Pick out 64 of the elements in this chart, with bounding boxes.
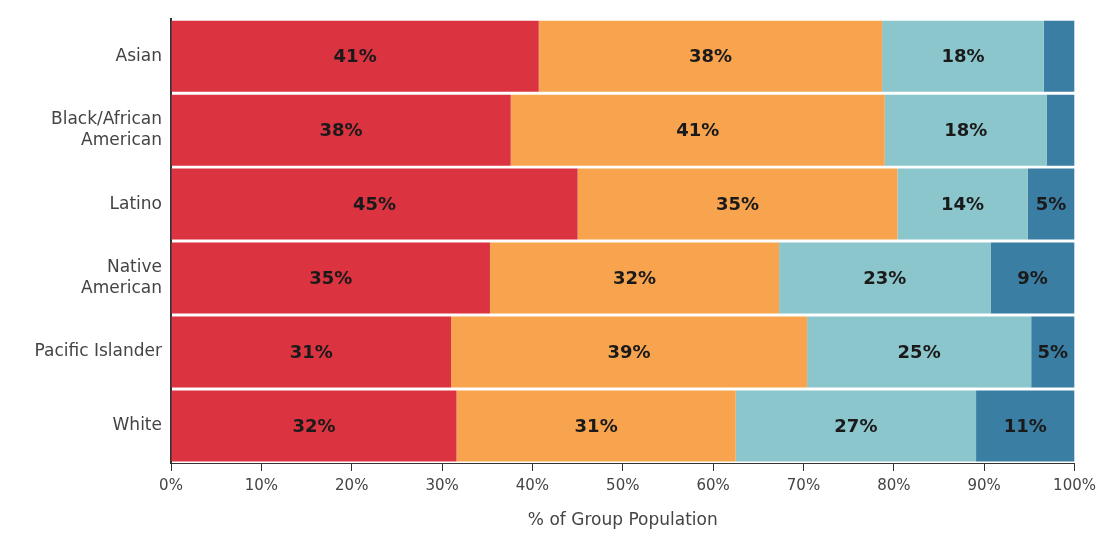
bar bbox=[990, 242, 1075, 314]
x-tick-label: 10% bbox=[244, 475, 279, 494]
data-label: 9% bbox=[1017, 266, 1048, 288]
data-label: 18% bbox=[941, 44, 985, 66]
bar bbox=[1031, 316, 1075, 388]
bar bbox=[510, 94, 885, 166]
bar bbox=[779, 242, 991, 314]
bar bbox=[171, 390, 457, 462]
bar bbox=[735, 390, 977, 462]
data-label: 31% bbox=[574, 414, 618, 436]
data-label: 32% bbox=[292, 414, 336, 436]
x-tick-label: 90% bbox=[967, 475, 1001, 494]
data-label: 5% bbox=[1037, 340, 1069, 362]
y-tick-label: Pacific Islander bbox=[34, 340, 162, 361]
bar bbox=[171, 20, 539, 92]
bar bbox=[1027, 168, 1075, 240]
x-tick-label: 100% bbox=[1053, 475, 1096, 494]
y-tick-label: White bbox=[112, 414, 162, 435]
data-label: 35% bbox=[309, 266, 353, 288]
data-label: 41% bbox=[676, 118, 720, 140]
data-label: 23% bbox=[863, 266, 907, 288]
x-tick-label: 60% bbox=[696, 475, 730, 494]
bar bbox=[1043, 20, 1075, 92]
x-tick-label: 0% bbox=[159, 475, 183, 494]
data-label: 5% bbox=[1035, 192, 1067, 214]
data-label: 11% bbox=[1003, 414, 1047, 436]
data-label: 31% bbox=[289, 340, 333, 362]
data-label: 25% bbox=[897, 340, 941, 362]
y-tick-label: Asian bbox=[115, 44, 162, 65]
data-label: 38% bbox=[319, 118, 363, 140]
y-tick-label: Latino bbox=[109, 192, 162, 213]
bar bbox=[976, 390, 1075, 462]
x-tick-label: 20% bbox=[335, 475, 369, 494]
data-label: 18% bbox=[944, 118, 988, 140]
data-label: 39% bbox=[607, 340, 651, 362]
data-label: 14% bbox=[940, 192, 985, 214]
data-label: 32% bbox=[612, 266, 657, 288]
x-axis-title: % of Group Population bbox=[527, 509, 718, 530]
data-label: 27% bbox=[834, 414, 878, 436]
x-tick-label: 50% bbox=[606, 475, 640, 494]
bar bbox=[897, 168, 1028, 240]
bar bbox=[171, 168, 578, 240]
bar bbox=[884, 94, 1047, 166]
x-tick-label: 70% bbox=[786, 475, 821, 494]
bar bbox=[171, 242, 490, 314]
x-tick-label: 30% bbox=[425, 475, 459, 494]
bar bbox=[882, 20, 1044, 92]
x-tick-label: 40% bbox=[515, 475, 550, 494]
bar bbox=[171, 94, 511, 166]
bar bbox=[577, 168, 898, 240]
bar bbox=[171, 316, 452, 388]
data-label: 35% bbox=[715, 192, 760, 214]
data-label: 38% bbox=[688, 44, 732, 66]
data-label: 45% bbox=[353, 192, 397, 214]
bar bbox=[489, 242, 780, 314]
bar bbox=[538, 20, 883, 92]
bar bbox=[807, 316, 1032, 388]
bar bbox=[1046, 94, 1075, 166]
bar bbox=[451, 316, 808, 388]
data-label: 41% bbox=[333, 44, 377, 66]
bar bbox=[456, 390, 736, 462]
x-tick-label: 80% bbox=[877, 475, 911, 494]
y-tick-label: Black/African American bbox=[51, 108, 162, 149]
y-tick-label: Native American bbox=[81, 256, 162, 297]
